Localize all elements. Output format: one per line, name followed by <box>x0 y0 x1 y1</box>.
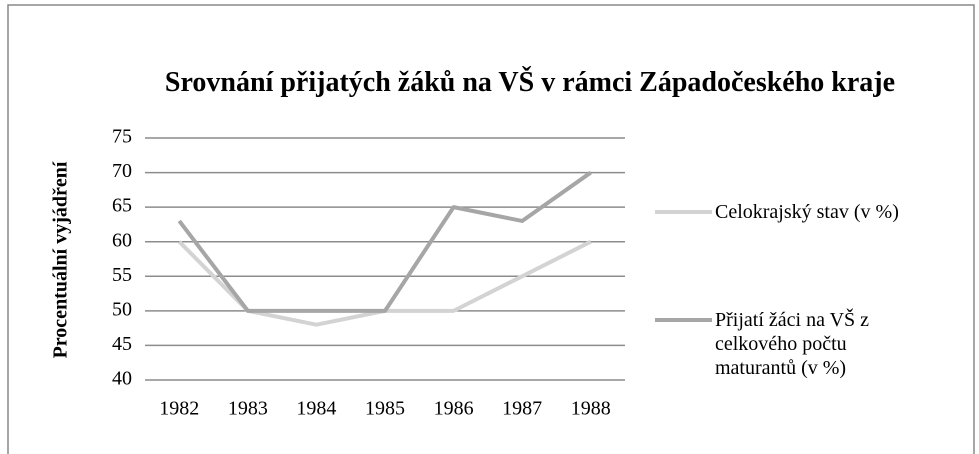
legend-label: Přijatí žáci na VŠ z celkového počtu mat… <box>715 309 870 379</box>
y-tick-label: 75 <box>112 126 132 148</box>
series-line <box>177 170 592 313</box>
y-tick-label: 45 <box>112 333 132 355</box>
x-tick-label: 1984 <box>296 398 336 420</box>
x-tick-label: 1988 <box>571 398 611 420</box>
y-tick-label: 70 <box>112 160 132 182</box>
y-tick-label: 50 <box>112 298 132 320</box>
y-axis-label: Procentuální vyjádření <box>50 161 72 358</box>
x-tick-label: 1987 <box>502 398 542 420</box>
x-tick-label: 1983 <box>228 398 268 420</box>
legend-label: Celokrajský stav (v %) <box>715 201 899 223</box>
y-tick-label: 60 <box>112 229 132 251</box>
y-tick-label: 40 <box>112 368 132 390</box>
x-tick-label: 1982 <box>159 398 199 420</box>
y-tick-label: 55 <box>112 264 132 286</box>
y-tick-label: 65 <box>112 195 132 217</box>
chart-title: Srovnání přijatých žáků na VŠ v rámci Zá… <box>164 67 896 98</box>
chart-frame <box>7 4 975 454</box>
x-tick-label: 1986 <box>434 398 474 420</box>
x-tick-label: 1985 <box>365 398 405 420</box>
